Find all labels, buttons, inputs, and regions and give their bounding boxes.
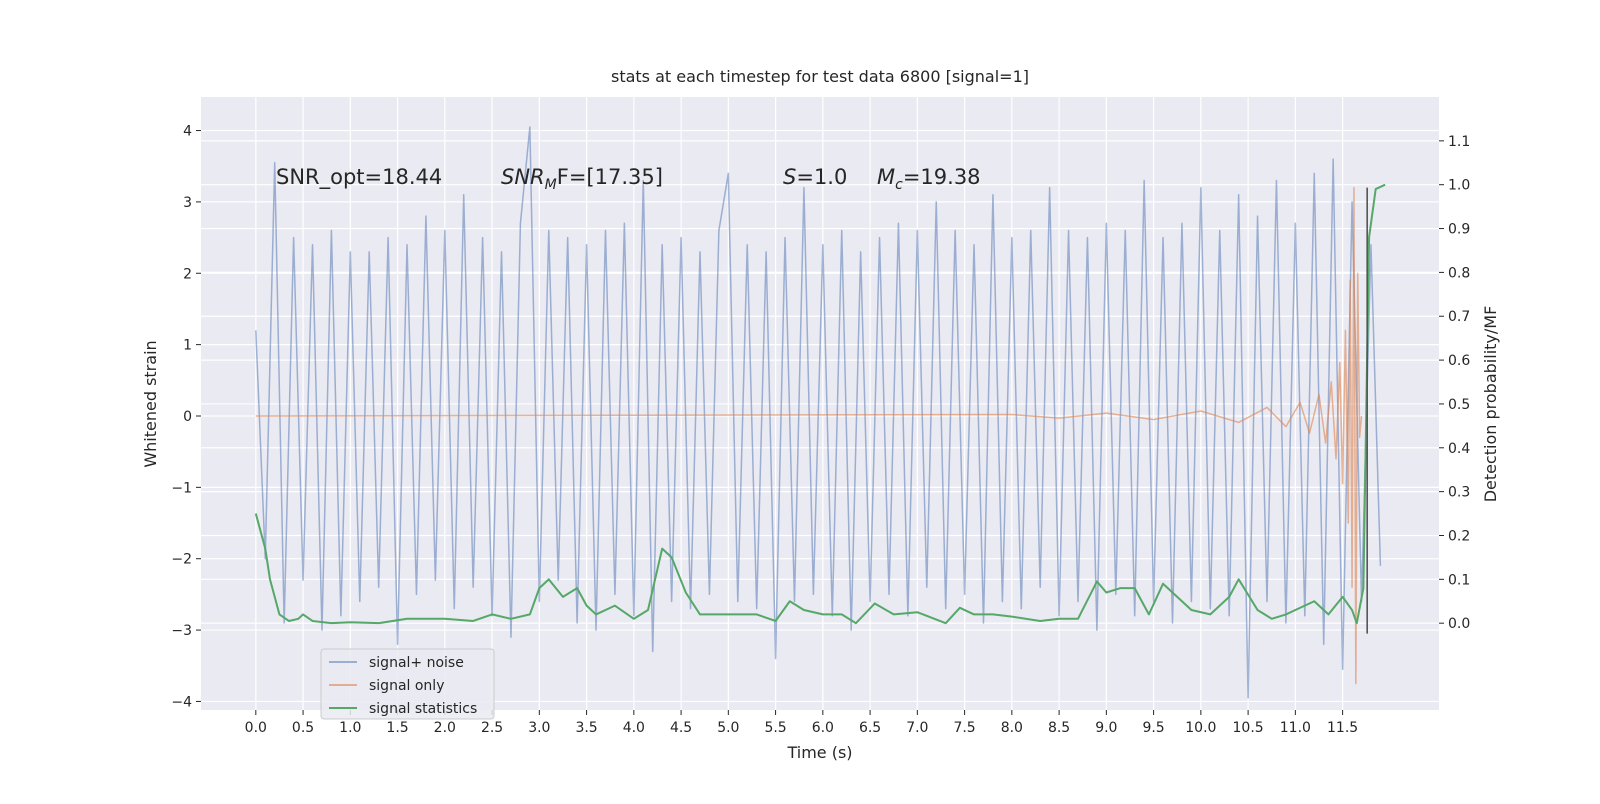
x-tick-label: 6.0 [812, 720, 834, 736]
annotation-main: SNR [501, 165, 545, 189]
x-tick-label: 7.5 [953, 720, 975, 736]
series-line [254, 183, 1386, 625]
x-tick-label: 1.5 [386, 720, 408, 736]
annotation-main: SNR_opt=18.44 [276, 165, 442, 190]
y2-tick-label: 0.7 [1448, 309, 1470, 325]
y-tick-label: 4 [183, 124, 192, 140]
x-tick-label: 5.5 [764, 720, 786, 736]
y-axis-label: Whitened strain [141, 340, 160, 467]
y2-tick-label: 1.1 [1448, 134, 1470, 150]
y2-tick-label: 0.1 [1448, 572, 1470, 588]
x-tick-label: 4.0 [623, 720, 645, 736]
x-tick-label: 8.0 [1001, 720, 1023, 736]
y2-tick-label: 1.0 [1448, 178, 1470, 194]
x-tick-label: 9.5 [1142, 720, 1164, 736]
x-tick-label: 10.0 [1185, 720, 1216, 736]
x-tick-label: 9.0 [1095, 720, 1117, 736]
y2-tick-label: 0.0 [1448, 616, 1470, 632]
y2-tick-label: 0.3 [1448, 485, 1470, 501]
y-tick-label: −3 [171, 623, 192, 639]
x-tick-label: 2.5 [481, 720, 503, 736]
legend-label: signal statistics [369, 701, 477, 717]
y-tick-label: −4 [171, 694, 192, 710]
y2-tick-label: 0.5 [1448, 397, 1470, 413]
y-tick-label: −1 [171, 480, 192, 496]
x-tick-label: 10.5 [1233, 720, 1264, 736]
y-tick-label: 0 [183, 409, 192, 425]
annotation: SNRMF=[17.35] [501, 165, 663, 193]
y-tick-label: 3 [183, 195, 192, 211]
y2-axis-label: Detection probability/MF [1481, 306, 1500, 503]
x-tick-label: 2.0 [434, 720, 456, 736]
x-tick-label: 8.5 [1048, 720, 1070, 736]
y-tick-label: −2 [171, 552, 192, 568]
annotation: SNR_opt=18.44 [276, 165, 442, 190]
legend-label: signal+ noise [369, 655, 464, 671]
annotation-main: S [783, 165, 796, 189]
x-tick-label: 6.5 [859, 720, 881, 736]
x-tick-label: 5.0 [717, 720, 739, 736]
annotation-sub: M [545, 177, 557, 193]
x-tick-label: 3.5 [575, 720, 597, 736]
x-tick-label: 11.5 [1327, 720, 1358, 736]
y-tick-label: 1 [183, 338, 192, 354]
legend-label: signal only [369, 678, 444, 694]
annotation-tail: F=[17.35] [557, 165, 663, 189]
annotation-sub: c [895, 177, 903, 193]
annotation-tail: =1.0 [796, 165, 847, 189]
annotation: S=1.0 [783, 165, 847, 189]
y-tick-label: 2 [183, 266, 192, 282]
annotation-tail: =19.38 [903, 165, 981, 189]
y2-tick-label: 0.8 [1448, 265, 1470, 281]
x-tick-label: 4.5 [670, 720, 692, 736]
annotation: Mc=19.38 [877, 165, 981, 193]
x-tick-label: 3.0 [528, 720, 550, 736]
y2-tick-label: 0.2 [1448, 528, 1470, 544]
x-tick-label: 7.0 [906, 720, 928, 736]
y2-tick-label: 0.6 [1448, 353, 1470, 369]
series-line [255, 126, 1382, 699]
x-tick-label: 11.0 [1280, 720, 1311, 736]
y2-tick-label: 0.4 [1448, 441, 1470, 457]
chart-title: stats at each timestep for test data 680… [611, 67, 1029, 86]
x-axis-label: Time (s) [786, 743, 852, 762]
x-tick-label: 0.0 [245, 720, 267, 736]
annotation-main: M [877, 165, 895, 189]
x-tick-label: 0.5 [292, 720, 314, 736]
legend-box [320, 648, 495, 720]
x-tick-label: 1.0 [339, 720, 361, 736]
y2-tick-label: 0.9 [1448, 222, 1470, 238]
series-line [255, 186, 1363, 685]
